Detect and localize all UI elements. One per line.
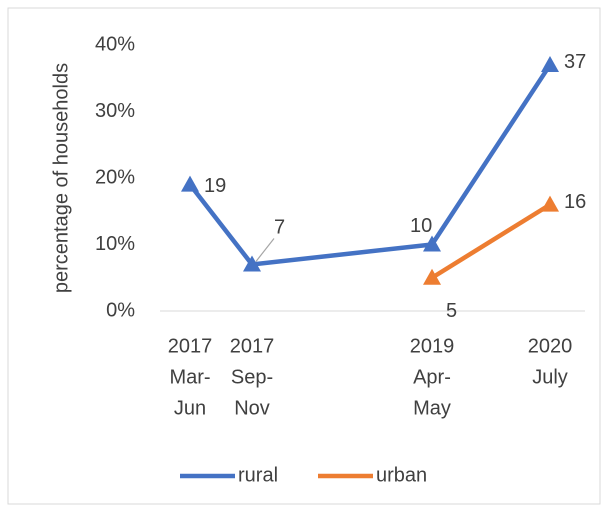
- legend-label: rural: [238, 464, 278, 486]
- x-tick-label: 2017: [230, 335, 275, 357]
- x-tick-label: 2019: [410, 335, 455, 357]
- marker: [181, 175, 199, 192]
- x-tick-label: Nov: [234, 397, 270, 419]
- y-tick-label: 10%: [95, 233, 135, 255]
- data-label: 19: [204, 175, 226, 197]
- x-tick-label: Apr-: [413, 366, 451, 388]
- x-tick-label: 2020: [528, 335, 573, 357]
- x-tick-label: 2017: [168, 335, 213, 357]
- marker: [243, 255, 261, 272]
- chart-border: [7, 7, 601, 505]
- data-label: 16: [564, 191, 586, 213]
- data-label: 7: [274, 217, 285, 239]
- y-tick-label: 20%: [95, 166, 135, 188]
- leader-line: [255, 238, 275, 262]
- x-tick-label: Mar-: [169, 366, 210, 388]
- marker: [423, 268, 441, 285]
- data-label: 10: [410, 215, 432, 237]
- series-line: [430, 202, 552, 280]
- y-tick-label: 40%: [95, 33, 135, 55]
- y-tick-label: 30%: [95, 100, 135, 122]
- legend-label: urban: [376, 464, 427, 486]
- x-tick-label: May: [413, 397, 451, 419]
- data-label: 5: [446, 300, 457, 322]
- y-axis-title: percentage of households: [50, 63, 72, 293]
- series-line: [188, 63, 552, 267]
- x-tick-label: Sep-: [231, 366, 273, 388]
- x-tick-label: July: [532, 366, 568, 388]
- x-tick-label: Jun: [174, 397, 206, 419]
- marker: [541, 195, 559, 212]
- marker: [423, 235, 441, 252]
- marker: [541, 55, 559, 72]
- y-tick-label: 0%: [106, 299, 135, 321]
- data-label: 37: [564, 51, 586, 73]
